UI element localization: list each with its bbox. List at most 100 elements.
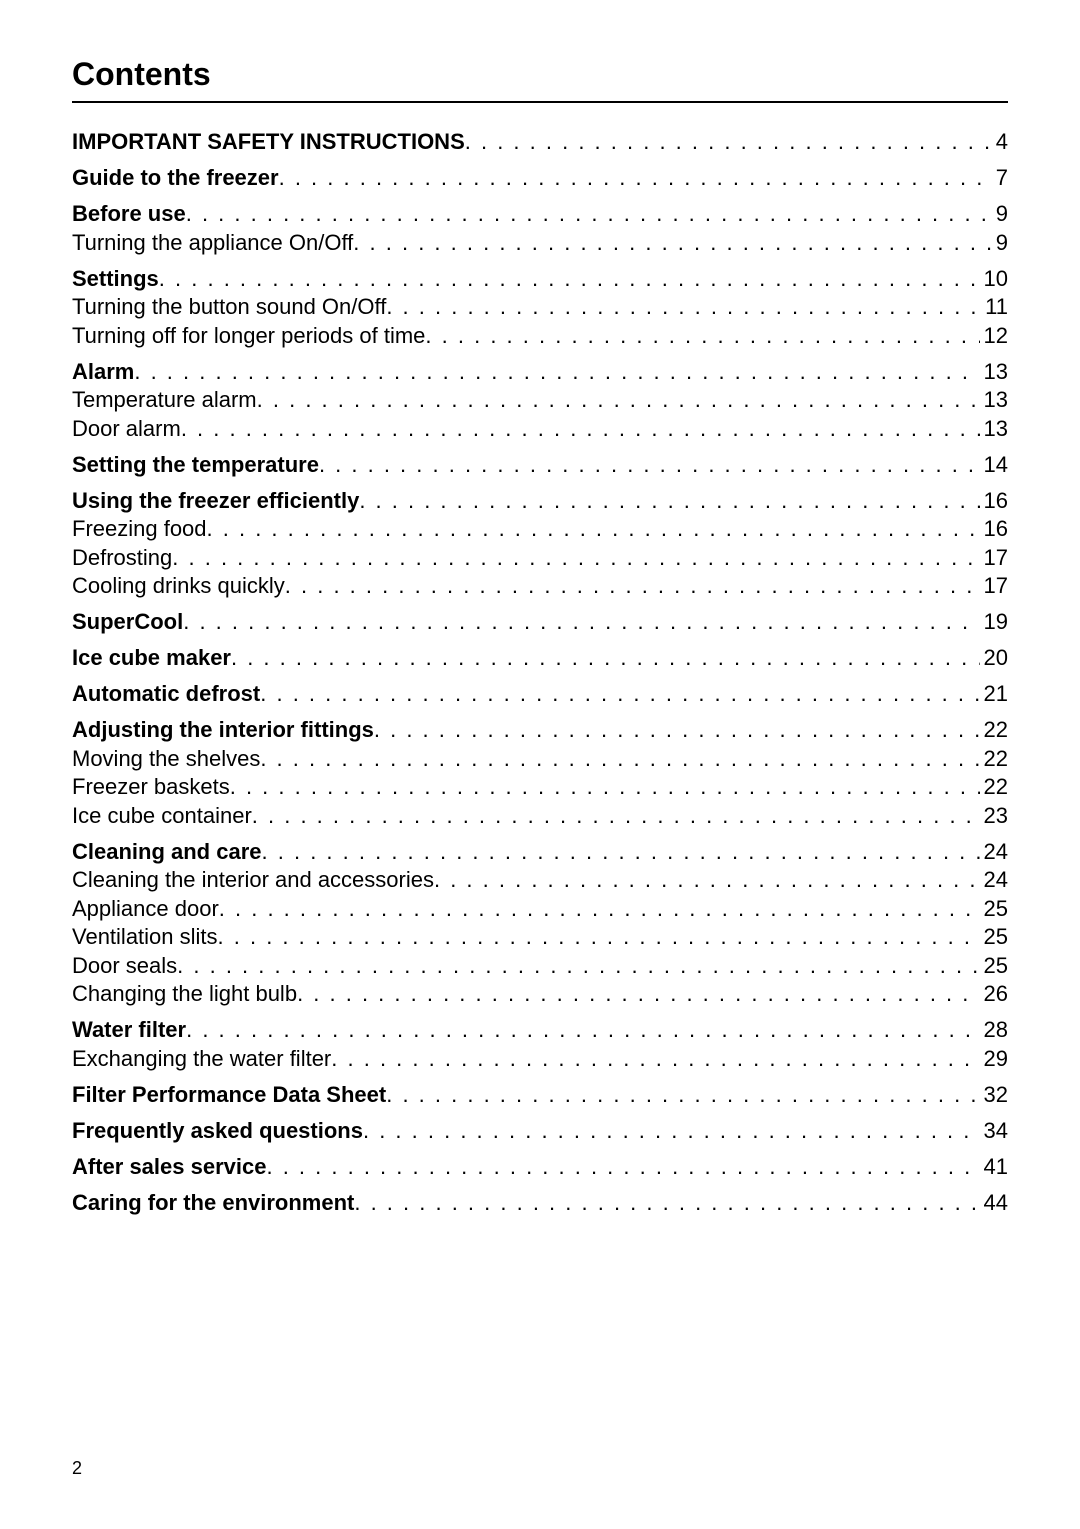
toc-leader-dots: [231, 647, 980, 669]
toc-row: Cooling drinks quickly17: [72, 575, 1008, 597]
title-rule: [72, 101, 1008, 103]
toc-page-number: 41: [980, 1156, 1008, 1178]
toc-leader-dots: [181, 418, 980, 440]
toc-row: Cleaning and care24: [72, 841, 1008, 863]
toc-label: Water filter: [72, 1019, 186, 1041]
toc-leader-dots: [285, 575, 980, 597]
toc-page-number: 34: [980, 1120, 1008, 1142]
toc-label: Temperature alarm: [72, 389, 257, 411]
toc-page-number: 9: [992, 232, 1008, 254]
toc-label: Turning off for longer periods of time: [72, 325, 425, 347]
toc-leader-dots: [465, 131, 992, 153]
toc-row: Turning the appliance On/Off 9: [72, 232, 1008, 254]
toc-leader-dots: [331, 1048, 979, 1070]
toc-row: Moving the shelves 22: [72, 748, 1008, 770]
toc-page-number: 44: [980, 1192, 1008, 1214]
toc-page-number: 16: [980, 518, 1008, 540]
toc-label: Freezing food: [72, 518, 207, 540]
toc-leader-dots: [279, 167, 992, 189]
page-number: 2: [72, 1458, 82, 1479]
toc-row: Before use9: [72, 203, 1008, 225]
toc-row: Using the freezer efficiently 16: [72, 490, 1008, 512]
toc-row: Ice cube container23: [72, 805, 1008, 827]
toc-leader-dots: [353, 232, 991, 254]
toc-row: Door alarm13: [72, 418, 1008, 440]
toc-row: Defrosting 17: [72, 547, 1008, 569]
toc-label: Moving the shelves: [72, 748, 260, 770]
toc-row: Turning the button sound On/Off11: [72, 296, 1008, 318]
toc-label: Cooling drinks quickly: [72, 575, 285, 597]
toc-page-number: 25: [980, 955, 1008, 977]
toc-leader-dots: [386, 296, 981, 318]
toc-label: Alarm: [72, 361, 134, 383]
toc-label: Filter Performance Data Sheet: [72, 1084, 386, 1106]
toc-row: Changing the light bulb 26: [72, 983, 1008, 1005]
document-page: Contents IMPORTANT SAFETY INSTRUCTIONS 4 G…: [0, 0, 1080, 1529]
toc-leader-dots: [363, 1120, 980, 1142]
toc-leader-dots: [207, 518, 980, 540]
toc-leader-dots: [374, 719, 980, 741]
toc-label: Turning the button sound On/Off: [72, 296, 386, 318]
toc-label: Adjusting the interior fittings: [72, 719, 374, 741]
toc-row: Turning off for longer periods of time 12: [72, 325, 1008, 347]
toc-page-number: 23: [980, 805, 1008, 827]
toc-label: Appliance door: [72, 898, 219, 920]
toc-row: Filter Performance Data Sheet 32: [72, 1084, 1008, 1106]
toc-label: Caring for the environment: [72, 1192, 354, 1214]
toc-leader-dots: [262, 841, 980, 863]
toc-label: Frequently asked questions: [72, 1120, 363, 1142]
toc-leader-dots: [159, 268, 980, 290]
toc-row: Door seals25: [72, 955, 1008, 977]
toc-page-number: 28: [980, 1019, 1008, 1041]
toc-row: Settings 10: [72, 268, 1008, 290]
table-of-contents: IMPORTANT SAFETY INSTRUCTIONS 4 Guide to t…: [72, 131, 1008, 1214]
toc-page-number: 24: [980, 869, 1008, 891]
toc-row: Freezer baskets22: [72, 776, 1008, 798]
toc-leader-dots: [177, 955, 979, 977]
toc-label: Turning the appliance On/Off: [72, 232, 353, 254]
toc-label: Settings: [72, 268, 159, 290]
toc-leader-dots: [172, 547, 979, 569]
toc-page-number: 19: [980, 611, 1008, 633]
toc-page-number: 16: [980, 490, 1008, 512]
toc-page-number: 25: [980, 898, 1008, 920]
toc-row: Automatic defrost21: [72, 683, 1008, 705]
toc-leader-dots: [260, 748, 979, 770]
toc-page-number: 32: [980, 1084, 1008, 1106]
toc-leader-dots: [319, 454, 980, 476]
toc-label: Exchanging the water filter: [72, 1048, 331, 1070]
page-title: Contents: [72, 56, 1008, 93]
toc-page-number: 10: [980, 268, 1008, 290]
toc-label: Cleaning the interior and accessories: [72, 869, 434, 891]
toc-label: Defrosting: [72, 547, 172, 569]
toc-label: Using the freezer efficiently: [72, 490, 359, 512]
toc-page-number: 26: [980, 983, 1008, 1005]
toc-leader-dots: [359, 490, 979, 512]
toc-label: SuperCool: [72, 611, 183, 633]
toc-leader-dots: [257, 389, 980, 411]
toc-page-number: 22: [980, 776, 1008, 798]
toc-label: IMPORTANT SAFETY INSTRUCTIONS: [72, 131, 465, 153]
toc-row: Freezing food 16: [72, 518, 1008, 540]
toc-page-number: 17: [980, 547, 1008, 569]
toc-row: SuperCool 19: [72, 611, 1008, 633]
toc-row: IMPORTANT SAFETY INSTRUCTIONS 4: [72, 131, 1008, 153]
toc-page-number: 12: [980, 325, 1008, 347]
toc-row: Adjusting the interior fittings 22: [72, 719, 1008, 741]
toc-leader-dots: [218, 926, 980, 948]
toc-leader-dots: [354, 1192, 979, 1214]
toc-leader-dots: [230, 776, 980, 798]
toc-leader-dots: [425, 325, 979, 347]
toc-page-number: 22: [980, 719, 1008, 741]
toc-row: Alarm13: [72, 361, 1008, 383]
toc-page-number: 21: [980, 683, 1008, 705]
toc-label: Cleaning and care: [72, 841, 262, 863]
toc-leader-dots: [252, 805, 980, 827]
toc-leader-dots: [186, 1019, 979, 1041]
toc-label: Changing the light bulb: [72, 983, 297, 1005]
toc-row: Setting the temperature14: [72, 454, 1008, 476]
toc-row: Guide to the freezer7: [72, 167, 1008, 189]
toc-page-number: 22: [980, 748, 1008, 770]
toc-label: Door alarm: [72, 418, 181, 440]
toc-page-number: 4: [992, 131, 1008, 153]
